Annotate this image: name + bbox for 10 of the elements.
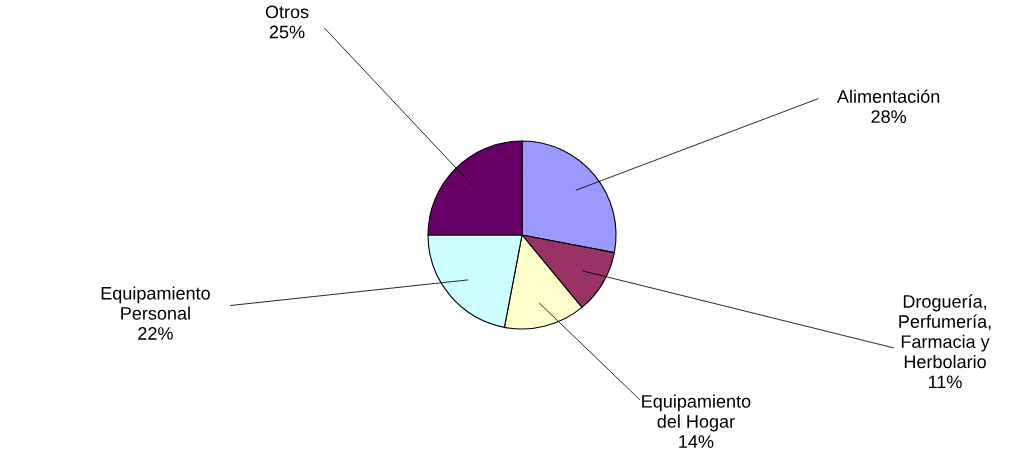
data-label: 28%	[871, 110, 907, 123]
data-label: 11%	[928, 375, 962, 389]
data-label: 14%	[679, 435, 714, 448]
slice-label: Alimentación	[836, 89, 940, 103]
slice-label: Droguería, Perfumería, Farmacia y Herbolario	[899, 294, 991, 369]
slice-label: Otros	[265, 5, 309, 19]
slice-label: Equipamiento del Hogar	[642, 394, 751, 432]
data-label: 22%	[138, 327, 173, 340]
slice-label: Equipamiento Personal	[101, 286, 210, 320]
data-label: 25%	[269, 25, 305, 39]
